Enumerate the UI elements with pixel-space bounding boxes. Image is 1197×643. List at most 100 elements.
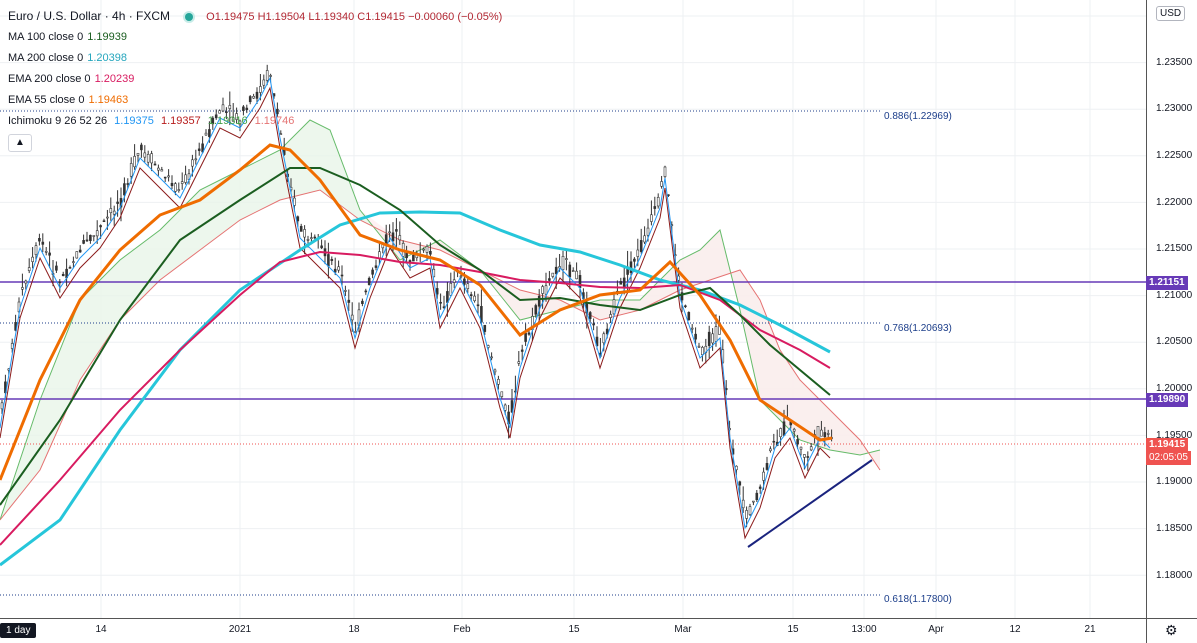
candle-body bbox=[126, 183, 130, 185]
price-tick: 1.22000 bbox=[1156, 197, 1193, 208]
bar-countdown: 02:05:05 bbox=[1146, 451, 1191, 465]
candle-body bbox=[758, 486, 762, 489]
time-tick: 21 bbox=[1084, 624, 1096, 635]
candle-body bbox=[303, 229, 306, 238]
candle-body bbox=[102, 220, 106, 223]
candle-body bbox=[439, 301, 442, 304]
candle-body bbox=[629, 261, 633, 273]
candle-body bbox=[89, 234, 92, 241]
indicator-value: 1.19939 bbox=[87, 31, 127, 43]
candle-body bbox=[684, 305, 687, 308]
candle-body bbox=[24, 280, 28, 284]
candle-body bbox=[707, 331, 711, 346]
candle-body bbox=[221, 104, 225, 112]
candle-body bbox=[310, 237, 313, 239]
candle-body bbox=[72, 261, 75, 263]
candle-body bbox=[163, 176, 167, 179]
chart-area[interactable]: Euro / U.S. Dollar · 4h · FXCM O1.19475 … bbox=[0, 0, 1146, 618]
candle-body bbox=[588, 312, 592, 319]
candle-body bbox=[276, 108, 279, 115]
candle-body bbox=[714, 326, 718, 342]
indicator-ema55[interactable]: EMA 55 close 0 1.19463 bbox=[8, 90, 502, 111]
candle-body bbox=[554, 266, 558, 274]
time-tick: Feb bbox=[453, 624, 471, 635]
candle-body bbox=[738, 481, 742, 486]
candle-body bbox=[61, 273, 65, 277]
indicator-label: EMA 200 close 0 bbox=[8, 73, 91, 85]
time-tick: 12 bbox=[1009, 624, 1021, 635]
candle-body bbox=[609, 314, 612, 318]
candle-body bbox=[701, 347, 704, 355]
candle-body bbox=[371, 269, 374, 275]
candle-body bbox=[238, 120, 242, 126]
candle-body bbox=[58, 281, 62, 284]
gear-icon[interactable]: ⚙ bbox=[1165, 622, 1178, 638]
candle-body bbox=[48, 252, 51, 256]
price-chart[interactable] bbox=[0, 0, 1146, 618]
candle-body bbox=[680, 292, 684, 301]
candle-body bbox=[109, 208, 113, 214]
candle-body bbox=[167, 175, 170, 178]
candle-body bbox=[225, 111, 228, 114]
indicator-ema200[interactable]: EMA 200 close 0 1.20239 bbox=[8, 69, 502, 90]
candle-body bbox=[68, 267, 72, 269]
candle-body bbox=[561, 256, 565, 271]
candle-body bbox=[361, 300, 364, 304]
ichimoku-span-b bbox=[0, 189, 881, 521]
time-axis[interactable]: 1 day 14 2021 18 Feb 15 Mar 15 13:00 Apr… bbox=[0, 618, 1146, 643]
candle-body bbox=[391, 232, 395, 242]
candle-body bbox=[112, 210, 116, 215]
candle-body bbox=[762, 471, 765, 481]
candle-body bbox=[568, 264, 572, 278]
candle-body bbox=[150, 153, 153, 164]
candle-body bbox=[34, 245, 38, 255]
price-tick: 1.19000 bbox=[1156, 476, 1193, 487]
currency-button[interactable]: USD bbox=[1156, 6, 1186, 21]
candle-body bbox=[82, 240, 85, 244]
candle-body bbox=[208, 129, 211, 137]
time-tick: Mar bbox=[674, 624, 692, 635]
candle-body bbox=[41, 241, 45, 245]
candle-body bbox=[592, 323, 595, 326]
candle-body bbox=[197, 148, 201, 151]
candle-body bbox=[755, 492, 759, 501]
symbol-title[interactable]: Euro / U.S. Dollar · 4h · FXCM bbox=[8, 9, 171, 23]
price-axis[interactable]: USD bbox=[1146, 0, 1197, 618]
interval-button[interactable]: 1 day bbox=[0, 623, 37, 638]
candle-body bbox=[663, 166, 667, 177]
collapse-legend-button[interactable]: ▲ bbox=[8, 134, 32, 152]
candle-body bbox=[170, 182, 174, 187]
indicator-ma100[interactable]: MA 100 close 0 1.19939 bbox=[8, 27, 502, 48]
price-tick: 1.21500 bbox=[1156, 243, 1193, 254]
candle-body bbox=[650, 214, 653, 222]
candle-body bbox=[367, 277, 371, 286]
ohlc-close: C1.19415 bbox=[357, 11, 406, 23]
candle-body bbox=[503, 404, 507, 411]
candle-body bbox=[752, 500, 755, 503]
candle-body bbox=[741, 499, 745, 509]
time-tick: 2021 bbox=[228, 624, 252, 635]
candle-body bbox=[78, 249, 82, 253]
candle-body bbox=[75, 251, 79, 259]
candle-body bbox=[235, 113, 238, 120]
candle-body bbox=[204, 132, 208, 136]
indicator-ma200[interactable]: MA 200 close 0 1.20398 bbox=[8, 48, 502, 69]
time-tick: 14 bbox=[95, 624, 107, 635]
price-tick: 1.21000 bbox=[1156, 290, 1193, 301]
candle-body bbox=[398, 235, 402, 241]
candle-body bbox=[605, 328, 609, 335]
candle-body bbox=[388, 231, 391, 234]
ema200-line bbox=[0, 250, 831, 546]
ichimoku-span-value: 1.19746 bbox=[254, 115, 295, 127]
candle-body bbox=[153, 163, 157, 166]
candle-body bbox=[38, 238, 41, 242]
candle-body bbox=[350, 314, 354, 321]
candle-body bbox=[211, 117, 215, 125]
candle-body bbox=[99, 225, 102, 228]
candle-body bbox=[779, 428, 782, 438]
candle-body bbox=[116, 201, 119, 204]
candle-body bbox=[160, 169, 164, 172]
indicator-ichimoku[interactable]: Ichimoku 9 26 52 26 1.19375 1.19357 1.19… bbox=[8, 111, 502, 132]
indicator-value: 1.20398 bbox=[87, 52, 127, 64]
candle-body bbox=[191, 159, 194, 167]
